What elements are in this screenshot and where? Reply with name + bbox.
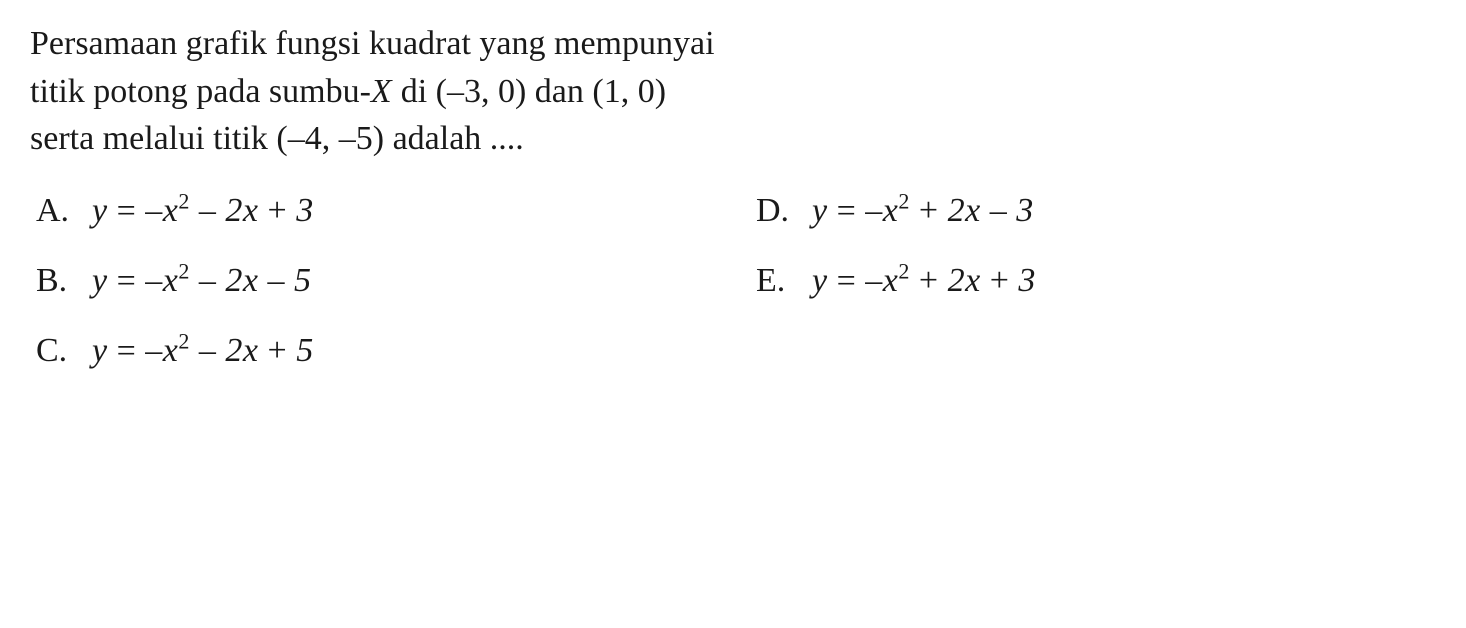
option-e-y: y [812, 262, 828, 299]
option-e-rhs: –x2 + 2x + 3 [865, 262, 1036, 299]
option-e-equation: y = –x2 + 2x + 3 [812, 257, 1036, 305]
option-a-label: A. [36, 187, 92, 235]
equals-icon: = [837, 192, 857, 229]
question-line2-prefix: titik potong pada sumbu- [30, 73, 371, 110]
option-a-y: y [92, 192, 108, 229]
option-a-rhs: –x2 – 2x + 3 [145, 192, 313, 229]
options-grid: A. y = –x2 – 2x + 3 D. y = –x2 + 2x – 3 … [30, 187, 1436, 375]
question-text: Persamaan grafik fungsi kuadrat yang mem… [30, 20, 1436, 163]
equals-icon: = [117, 262, 137, 299]
equals-icon: = [117, 332, 137, 369]
option-e: E. y = –x2 + 2x + 3 [756, 257, 1436, 305]
option-d-equation: y = –x2 + 2x – 3 [812, 187, 1034, 235]
option-b-label: B. [36, 257, 92, 305]
option-c: C. y = –x2 – 2x + 5 [36, 327, 716, 375]
option-a-equation: y = –x2 – 2x + 3 [92, 187, 314, 235]
option-b-rhs: –x2 – 2x – 5 [145, 262, 311, 299]
option-c-equation: y = –x2 – 2x + 5 [92, 327, 314, 375]
option-d: D. y = –x2 + 2x – 3 [756, 187, 1436, 235]
option-d-y: y [812, 192, 828, 229]
option-b-y: y [92, 262, 108, 299]
option-b: B. y = –x2 – 2x – 5 [36, 257, 716, 305]
question-line2-mid: di (–3, 0) dan (1, 0) [392, 73, 666, 110]
option-a: A. y = –x2 – 2x + 3 [36, 187, 716, 235]
option-d-rhs: –x2 + 2x – 3 [865, 192, 1033, 229]
equals-icon: = [837, 262, 857, 299]
option-c-rhs: –x2 – 2x + 5 [145, 332, 313, 369]
option-d-label: D. [756, 187, 812, 235]
option-e-label: E. [756, 257, 812, 305]
option-b-equation: y = –x2 – 2x – 5 [92, 257, 312, 305]
equals-icon: = [117, 192, 137, 229]
question-line1: Persamaan grafik fungsi kuadrat yang mem… [30, 25, 715, 62]
question-line3: serta melalui titik (–4, –5) adalah .... [30, 120, 524, 157]
option-c-y: y [92, 332, 108, 369]
option-c-label: C. [36, 327, 92, 375]
question-x-var: X [371, 73, 392, 110]
